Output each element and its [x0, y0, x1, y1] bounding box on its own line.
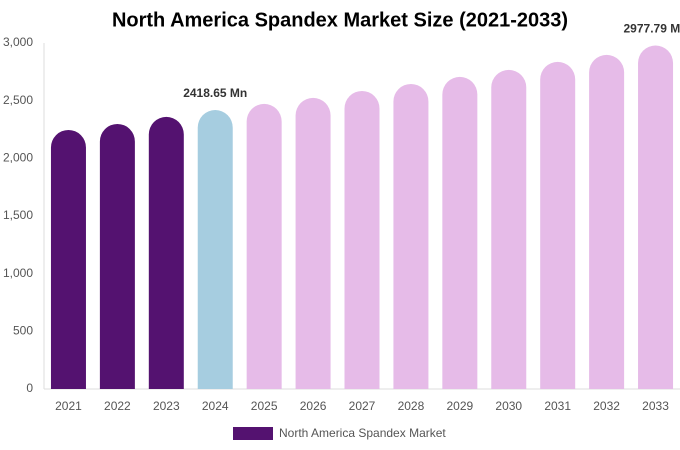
x-tick-label: 2029: [446, 399, 473, 413]
legend-swatch: [233, 427, 273, 440]
x-tick-label: 2023: [153, 399, 180, 413]
x-tick-label: 2024: [202, 399, 229, 413]
y-tick-label: 0: [26, 381, 33, 395]
x-tick-label: 2021: [55, 399, 82, 413]
bar: [99, 123, 135, 390]
x-tick-label: 2033: [642, 399, 669, 413]
y-tick-label: 2,000: [3, 151, 33, 165]
bar: [246, 103, 282, 390]
y-tick-label: 500: [13, 324, 33, 338]
value-label: 2977.79 Mn: [624, 22, 680, 36]
x-tick-label: 2026: [300, 399, 327, 413]
y-tick-label: 1,500: [3, 208, 33, 222]
bar: [589, 54, 625, 389]
bar: [540, 61, 576, 389]
y-tick-label: 3,000: [3, 35, 33, 49]
value-label: 2418.65 Mn: [183, 86, 247, 100]
x-tick-label: 2030: [495, 399, 522, 413]
x-tick-label: 2032: [593, 399, 620, 413]
x-tick-label: 2027: [349, 399, 376, 413]
chart-title: North America Spandex Market Size (2021-…: [112, 9, 568, 31]
bar: [638, 45, 674, 389]
bar: [50, 129, 86, 389]
legend-label: North America Spandex Market: [279, 426, 446, 440]
bar: [295, 97, 331, 389]
bar: [344, 90, 380, 389]
bar: [491, 69, 527, 389]
x-tick-label: 2031: [544, 399, 571, 413]
x-tick-label: 2022: [104, 399, 131, 413]
y-tick-label: 1,000: [3, 266, 33, 280]
bar: [442, 76, 478, 390]
y-tick-label: 2,500: [3, 93, 33, 107]
bar: [393, 83, 429, 390]
x-tick-label: 2028: [398, 399, 425, 413]
bar: [197, 110, 233, 389]
x-tick-label: 2025: [251, 399, 278, 413]
bar: [148, 116, 184, 389]
